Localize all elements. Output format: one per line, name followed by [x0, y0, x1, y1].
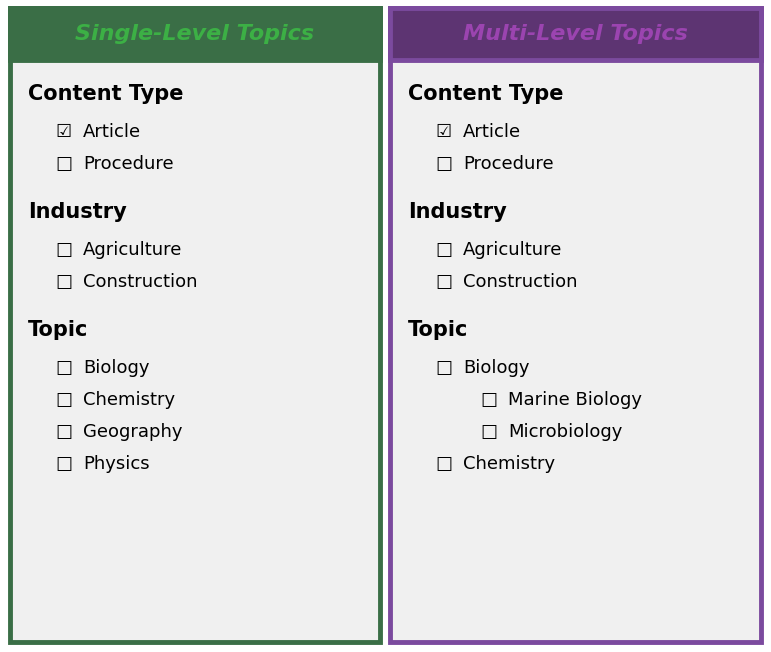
Text: □: □ — [435, 455, 452, 473]
Text: Marine Biology: Marine Biology — [508, 391, 642, 409]
Text: □: □ — [435, 155, 452, 173]
Text: □: □ — [55, 455, 72, 473]
Text: Agriculture: Agriculture — [83, 241, 183, 259]
Text: Procedure: Procedure — [463, 155, 554, 173]
Text: Chemistry: Chemistry — [83, 391, 175, 409]
Text: Industry: Industry — [28, 202, 126, 222]
Text: Industry: Industry — [408, 202, 507, 222]
FancyBboxPatch shape — [390, 8, 761, 60]
Text: Construction: Construction — [463, 273, 577, 291]
Text: Topic: Topic — [28, 320, 89, 340]
Text: □: □ — [480, 423, 497, 441]
Text: □: □ — [435, 241, 452, 259]
Text: □: □ — [55, 155, 72, 173]
Text: Biology: Biology — [463, 359, 530, 377]
Text: □: □ — [435, 273, 452, 291]
Text: Single-Level Topics: Single-Level Topics — [76, 24, 315, 44]
Text: Biology: Biology — [83, 359, 150, 377]
Text: Article: Article — [83, 123, 141, 141]
Text: Chemistry: Chemistry — [463, 455, 555, 473]
Text: □: □ — [480, 391, 497, 409]
Text: ☑: ☑ — [55, 123, 71, 141]
Text: Agriculture: Agriculture — [463, 241, 562, 259]
Text: Procedure: Procedure — [83, 155, 173, 173]
Text: Microbiology: Microbiology — [508, 423, 622, 441]
Text: Article: Article — [463, 123, 521, 141]
Text: Multi-Level Topics: Multi-Level Topics — [463, 24, 688, 44]
Text: Geography: Geography — [83, 423, 183, 441]
FancyBboxPatch shape — [10, 8, 380, 642]
Text: ☑: ☑ — [435, 123, 451, 141]
Text: Content Type: Content Type — [408, 84, 564, 104]
Text: □: □ — [435, 359, 452, 377]
Text: Construction: Construction — [83, 273, 197, 291]
Text: □: □ — [55, 391, 72, 409]
Text: □: □ — [55, 241, 72, 259]
FancyBboxPatch shape — [10, 8, 380, 60]
Text: Topic: Topic — [408, 320, 468, 340]
Text: □: □ — [55, 359, 72, 377]
Text: □: □ — [55, 423, 72, 441]
Text: Physics: Physics — [83, 455, 150, 473]
Text: □: □ — [55, 273, 72, 291]
Text: Content Type: Content Type — [28, 84, 183, 104]
FancyBboxPatch shape — [390, 8, 761, 642]
